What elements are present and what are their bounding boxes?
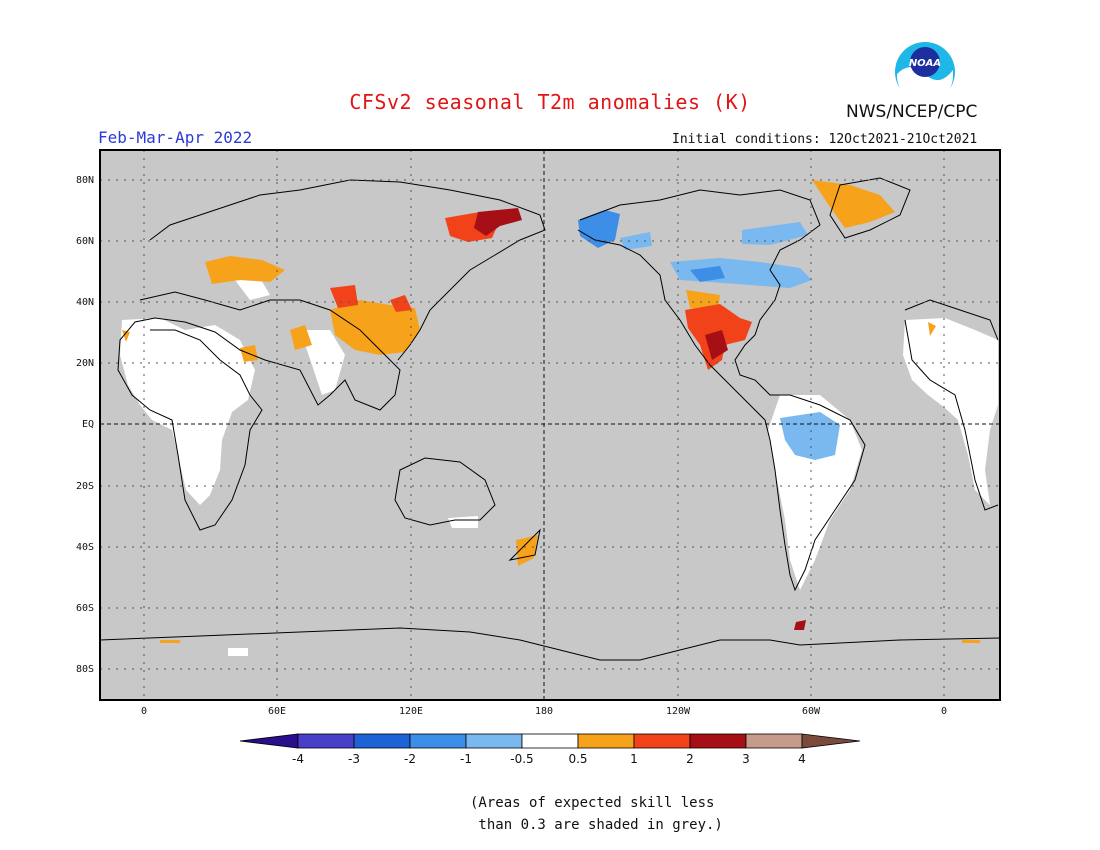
lon-label: 0 [940, 706, 948, 717]
lat-label: 80S [75, 664, 94, 675]
cool-anomaly-moderate [578, 210, 725, 282]
lat-label: 60S [75, 603, 94, 614]
lat-label: 20N [75, 358, 94, 369]
lat-label: 20S [75, 481, 94, 492]
warm-anomaly-strong [474, 208, 806, 630]
colorbar-label: 3 [742, 752, 750, 766]
map-content [100, 150, 1000, 700]
coastlines [100, 177, 1000, 661]
map-title: CFSv2 seasonal T2m anomalies (K) [349, 90, 751, 114]
map-frame [99, 149, 1001, 701]
lon-label: 120E [398, 706, 424, 717]
lon-label: 0 [140, 706, 148, 717]
colorbar-label: 0.5 [568, 752, 588, 766]
graticule [100, 150, 1000, 700]
map-background [100, 150, 1000, 700]
lon-label: 180 [534, 706, 554, 717]
colorbar-label: -4 [292, 752, 304, 766]
colorbar-label: -1 [460, 752, 472, 766]
colorbar-label: -3 [348, 752, 360, 766]
logo-text: NOAA [909, 58, 941, 69]
lat-label: 40N [75, 297, 94, 308]
colorbar-label: 1 [630, 752, 638, 766]
lat-label: EQ [81, 419, 94, 430]
skill-footnote: (Areas of expected skill less than 0.3 a… [470, 795, 723, 833]
colorbar-label: -0.5 [510, 752, 534, 766]
forecast-period: Feb-Mar-Apr 2022 [98, 128, 253, 147]
initial-conditions: Initial conditions: 12Oct2021-21Oct2021 [672, 132, 978, 147]
colorbar-label: 4 [798, 752, 806, 766]
near-normal-areas [120, 278, 998, 656]
lon-label: 120W [665, 706, 691, 717]
lon-label: 60W [801, 706, 821, 717]
lat-label: 60N [75, 236, 94, 247]
lat-label: 80N [75, 175, 94, 186]
noaa-logo: NOAA [895, 42, 955, 104]
lon-label: 60E [267, 706, 287, 717]
colorbar-label: 2 [686, 752, 694, 766]
colorbar-label: -2 [404, 752, 416, 766]
lat-label: 40S [75, 542, 94, 553]
agency-label: NWS/NCEP/CPC [846, 102, 978, 122]
